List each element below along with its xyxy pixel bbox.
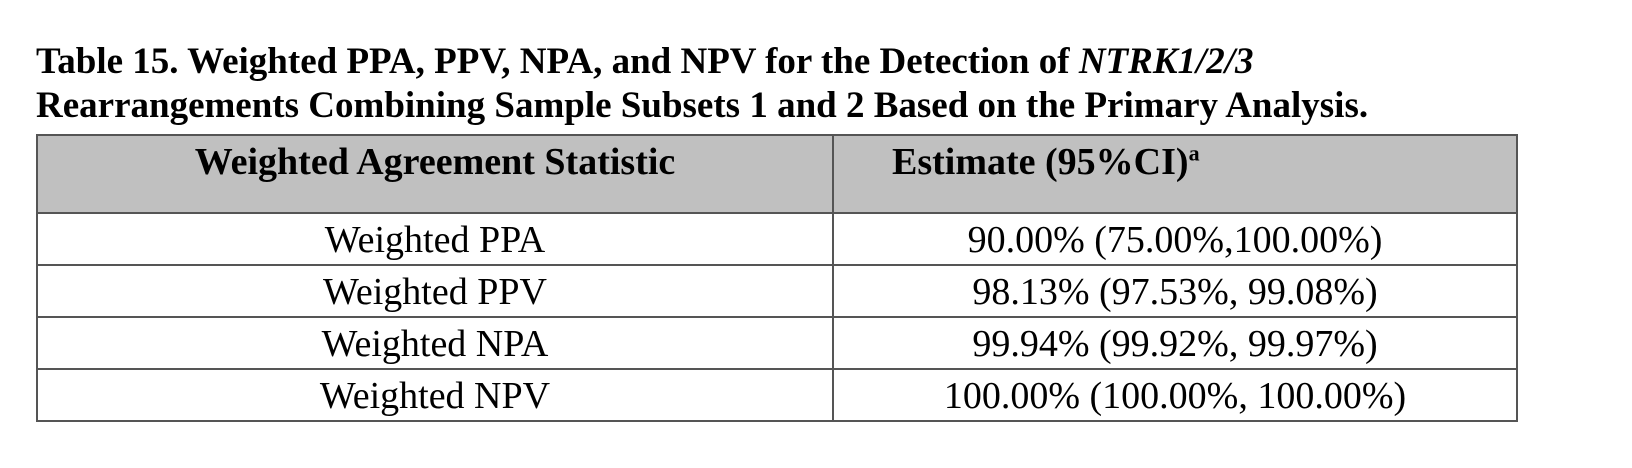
caption-line-1: Table 15. Weighted PPA, PPV, NPA, and NP… — [36, 40, 1626, 84]
caption-gene-name: NTRK1/2/3 — [1078, 41, 1254, 82]
agreement-table: Weighted Agreement Statistic Estimate (9… — [36, 134, 1518, 422]
table-caption: Table 15. Weighted PPA, PPV, NPA, and NP… — [36, 40, 1626, 128]
row-estimate: 100.00% (100.00%, 100.00%) — [832, 368, 1518, 422]
table-row: Weighted NPV 100.00% (100.00%, 100.00%) — [36, 368, 1518, 422]
header-statistic: Weighted Agreement Statistic — [36, 134, 834, 214]
caption-label: Table 15. Weighted PPA, PPV, NPA, and NP… — [36, 41, 1079, 82]
row-statistic: Weighted NPA — [36, 316, 834, 370]
row-estimate: 99.94% (99.92%, 99.97%) — [832, 316, 1518, 370]
table-header-row: Weighted Agreement Statistic Estimate (9… — [36, 134, 1518, 214]
row-statistic: Weighted PPV — [36, 264, 834, 318]
table-row: Weighted NPA 99.94% (99.92%, 99.97%) — [36, 316, 1518, 370]
header-estimate: Estimate (95%CI)a — [832, 134, 1518, 214]
table-row: Weighted PPV 98.13% (97.53%, 99.08%) — [36, 264, 1518, 318]
row-statistic: Weighted NPV — [36, 368, 834, 422]
table-row: Weighted PPA 90.00% (75.00%,100.00%) — [36, 212, 1518, 266]
caption-line-2: Rearrangements Combining Sample Subsets … — [36, 85, 1369, 126]
row-statistic: Weighted PPA — [36, 212, 834, 266]
header-estimate-footnote: a — [1188, 140, 1200, 166]
row-estimate: 98.13% (97.53%, 99.08%) — [832, 264, 1518, 318]
row-estimate: 90.00% (75.00%,100.00%) — [832, 212, 1518, 266]
header-estimate-label: Estimate (95%CI) — [892, 141, 1189, 183]
